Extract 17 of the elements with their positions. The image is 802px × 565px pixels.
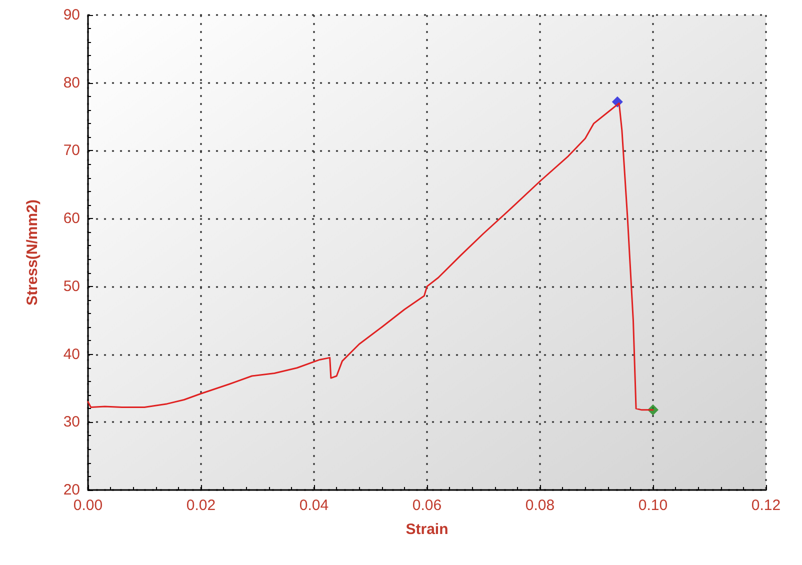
x-tick-label: 0.04: [299, 497, 329, 514]
x-tick-label: 0.02: [186, 497, 216, 514]
y-tick-label: 20: [63, 482, 80, 498]
y-tick-label: 30: [63, 414, 80, 431]
x-axis-title: Strain: [406, 521, 448, 538]
y-tick-label: 40: [63, 346, 80, 363]
x-tick-label: 0.10: [638, 497, 668, 514]
x-tick-label: 0.12: [751, 497, 781, 514]
x-tick-label: 0.00: [73, 497, 103, 514]
y-tick-label: 80: [63, 74, 80, 92]
x-tick-label: 0.08: [525, 497, 555, 514]
y-tick-label: 90: [63, 6, 80, 24]
y-tick-label: 70: [63, 142, 80, 160]
y-axis-title: Stress(N/mm2): [24, 200, 41, 306]
y-tick-label: 50: [63, 278, 80, 295]
x-tick-label: 0.06: [412, 497, 442, 514]
y-tick-label: 60: [63, 210, 80, 228]
